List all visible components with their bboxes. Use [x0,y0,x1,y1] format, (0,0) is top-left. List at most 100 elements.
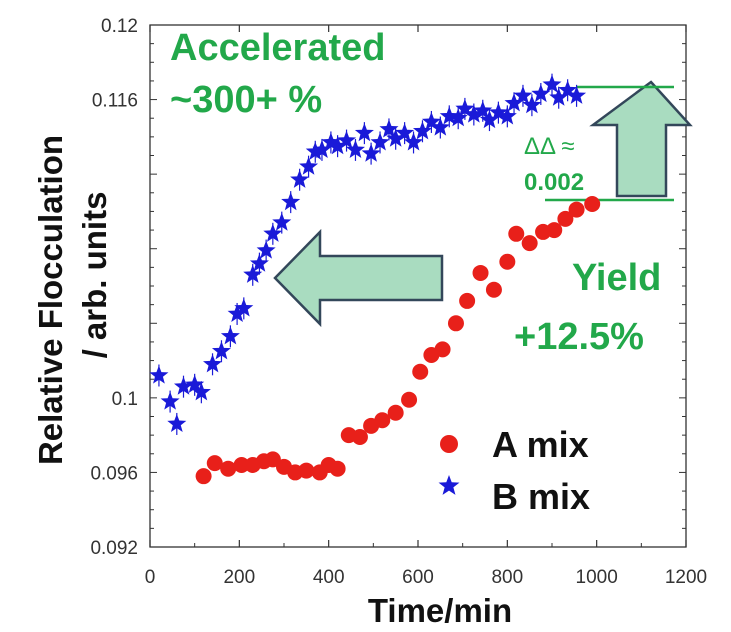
y-axis-label-line1: Relative Flocculation [32,135,69,465]
b-mix-point [227,303,247,323]
b-mix-point [479,110,499,129]
b-mix-point [531,83,551,103]
a-mix-point [387,404,404,421]
yield-label: Yield [572,257,661,299]
legend-marker-b-mix [438,475,460,495]
a-mix-point [220,460,237,477]
up-arrow [589,80,693,198]
x-tick-label: 1000 [576,567,618,588]
b-mix-point [567,85,587,104]
b-mix-point [272,212,292,231]
accelerated-label: Accelerated [170,27,385,69]
a-mix-point [584,195,601,212]
x-axis-label: Time/min [368,592,512,629]
b-mix-point [370,132,390,151]
b-mix-point [488,102,508,121]
y-tick-label: 0.096 [90,463,138,484]
x-tick-label: 0 [145,567,156,588]
b-mix-point [211,341,231,360]
x-tick-label: 1200 [665,567,707,588]
a-mix-point [472,264,489,281]
x-tick-label: 600 [402,567,434,588]
legend-marker-a-mix [440,435,458,453]
b-mix-point [220,326,240,345]
b-mix-point [522,95,542,114]
b-mix-point [249,253,269,272]
b-mix-point [263,223,283,242]
b-mix-point [290,169,310,188]
a-mix-point [195,468,212,485]
b-mix-point [256,240,276,259]
delta-label: ΔΔ ≈ [524,133,575,160]
a-mix-point [329,460,346,477]
b-mix-point [345,139,365,158]
y-tick-label: 0.116 [92,91,138,112]
b-mix-point [404,132,424,151]
y-tick-label: 0.092 [90,538,138,559]
a-mix-point [233,456,250,473]
annotation-arrows [273,80,693,328]
x-tick-label: 200 [223,567,255,588]
b-mix-point [234,298,254,317]
b-mix-point [281,192,301,211]
series-b-mix [149,73,587,435]
series-a-mix [195,195,601,485]
b-mix-point [558,80,578,99]
y-tick-label: 0.1 [112,389,138,410]
a-mix-point [434,341,451,358]
b-mix-point [386,128,406,147]
a-mix-point [401,391,418,408]
a-mix-point [351,429,368,446]
a-mix-point [557,210,574,227]
a-mix-point [485,281,502,298]
b-mix-point [160,391,180,410]
b-mix-point [513,85,533,104]
a-mix-point [298,462,315,479]
a-mix-point [412,363,429,380]
x-tick-label: 400 [313,567,345,588]
b-mix-point [354,123,374,142]
y-axis-label-line2: / arb. units [76,192,113,359]
a-mix-point [568,201,585,218]
x-tick-label: 800 [491,567,523,588]
b-mix-point [167,413,187,433]
accelerated-value-label: ~300+ % [170,79,322,121]
axis-labels: Time/min Relative Flocculation / arb. un… [32,135,512,629]
b-mix-point [455,98,475,117]
a-mix-point [546,222,563,239]
annotation-text: Accelerated ~300+ % Yield +12.5% ΔΔ ≈ 0.… [170,27,661,358]
a-mix-point [521,235,538,252]
yield-value-label: +12.5% [514,316,644,358]
b-mix-point [149,365,169,384]
b-mix-point [321,132,341,151]
b-mix-point [430,117,450,136]
a-mix-point [374,412,391,429]
b-mix-point [473,100,493,119]
a-mix-point [459,292,476,309]
b-mix-point [305,141,325,160]
legend-label-b-mix: B mix [492,476,590,517]
b-mix-point [185,374,205,393]
b-mix-point [173,376,194,395]
axis-ticks: 0 200 400 600 800 1000 1200 0.092 0.096 0.1 0.116 0… [90,16,707,588]
b-mix-point [191,382,211,401]
b-mix-point [421,111,441,131]
b-mix-point [395,123,415,142]
b-mix-point [412,121,432,140]
b-mix-point [203,354,223,373]
a-mix-point [206,455,223,472]
b-mix-point [299,156,319,175]
b-mix-point [337,130,357,149]
y-tick-label: 0.12 [101,16,138,37]
legend: A mix B mix [438,424,590,517]
b-mix-point [448,108,468,127]
b-mix-point [504,93,524,112]
left-arrow [273,228,444,328]
b-mix-point [497,106,517,125]
b-mix-point [464,104,484,123]
a-mix-point [447,315,464,332]
b-mix-point [379,119,399,138]
a-mix-point [499,253,516,270]
